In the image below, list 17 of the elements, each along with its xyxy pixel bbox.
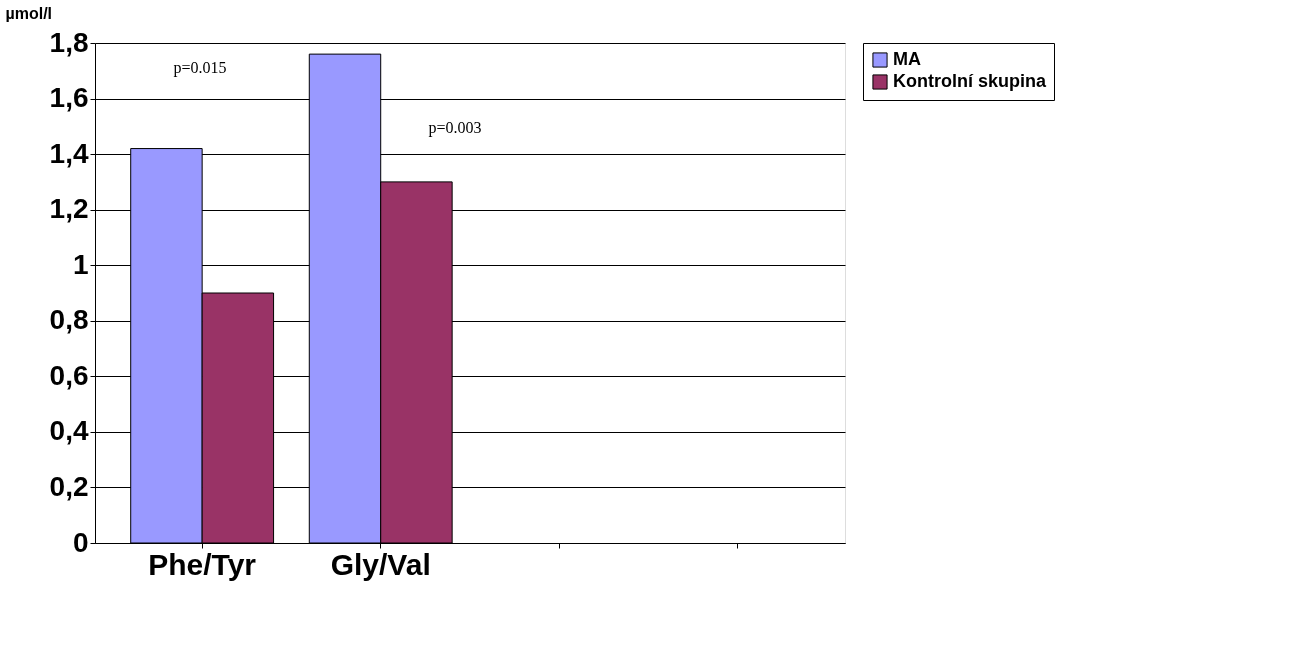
legend-label: Kontrolní skupina — [893, 71, 1047, 91]
legend-label: MA — [893, 49, 921, 69]
y-tick-label: 0,4 — [49, 415, 89, 447]
y-tick-label: 0,6 — [49, 359, 89, 391]
y-tick-label: 1,4 — [49, 137, 89, 169]
y-tick-label: 1,8 — [49, 26, 89, 58]
y-axis-title: µmol/l — [5, 4, 53, 22]
annotation: p=0.003 — [428, 119, 482, 137]
x-tick-label: Gly/Val — [330, 547, 431, 581]
annotation: p=0.015 — [173, 59, 227, 77]
y-tick-label: 0,2 — [49, 470, 89, 502]
y-tick-label: 1,2 — [49, 193, 89, 225]
y-tick-label: 0,8 — [49, 304, 89, 336]
x-tick-label: Phe/Tyr — [148, 547, 257, 581]
y-tick-label: 1,6 — [49, 82, 89, 114]
y-tick-label: 1 — [72, 248, 89, 280]
y-tick-label: 0 — [72, 526, 89, 558]
